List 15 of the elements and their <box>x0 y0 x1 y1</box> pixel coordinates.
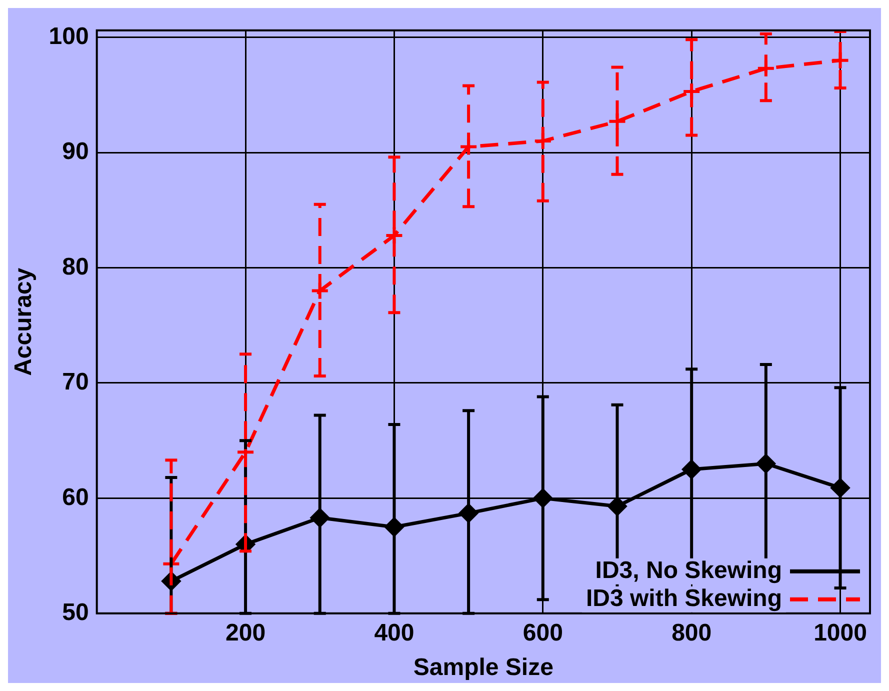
y-tick-label: 80 <box>62 253 89 280</box>
y-tick-label: 90 <box>62 138 89 166</box>
y-axis-title: Accuracy <box>10 267 38 376</box>
x-tick-label: 400 <box>374 619 414 646</box>
x-tick-label: 800 <box>672 619 712 646</box>
y-tick-label: 50 <box>62 599 89 626</box>
y-tick-label: 60 <box>62 484 89 511</box>
y-tick-label: 70 <box>62 368 89 396</box>
x-axis-title: Sample Size <box>413 654 554 682</box>
x-tick-label: 1000 <box>814 619 867 646</box>
x-tick-label: 200 <box>226 619 266 646</box>
legend-label: ID3, No Skewing <box>595 557 782 584</box>
legend-label: ID3 with Skewing <box>586 585 782 612</box>
x-tick-label: 600 <box>522 619 563 646</box>
y-tick-label: 100 <box>48 22 89 50</box>
